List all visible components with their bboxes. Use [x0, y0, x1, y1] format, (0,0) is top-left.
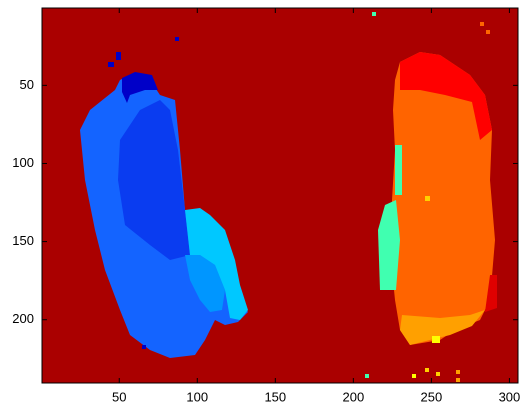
y-tick-label: 150 — [12, 233, 34, 248]
speck — [425, 368, 429, 372]
y-tick-label: 100 — [12, 155, 34, 170]
x-tick-label: 200 — [342, 389, 364, 404]
speck — [436, 372, 440, 376]
green-region — [395, 145, 402, 195]
x-tick-label: 150 — [264, 389, 286, 404]
page: 5010015020025030050100150200 (() => { co… — [0, 0, 531, 411]
speck — [486, 30, 490, 34]
speck — [108, 62, 114, 67]
speck — [365, 374, 369, 378]
speck — [456, 378, 460, 382]
speck — [116, 52, 121, 60]
speck — [142, 345, 146, 349]
speck — [425, 196, 430, 201]
y-tick-label: 200 — [12, 311, 34, 326]
x-tick-label: 50 — [112, 389, 126, 404]
speck — [372, 12, 376, 16]
speck — [456, 370, 460, 374]
speck — [412, 374, 416, 378]
speck — [432, 336, 440, 343]
speck — [480, 22, 484, 26]
x-tick-label: 300 — [499, 389, 521, 404]
speck — [175, 37, 179, 41]
chart: 50 100 150 200 250 300 50 100 150 200 — [0, 0, 531, 411]
x-tick-label: 100 — [186, 389, 208, 404]
x-tick-label: 250 — [421, 389, 443, 404]
y-tick-label: 50 — [20, 77, 34, 92]
image — [42, 8, 518, 383]
